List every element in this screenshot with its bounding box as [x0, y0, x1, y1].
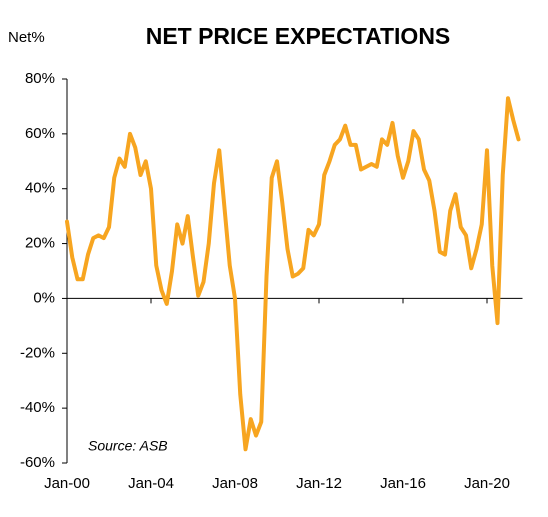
x-tick-label: Jan-08: [212, 475, 258, 492]
y-tick-label: -40%: [20, 399, 55, 416]
x-tick-label: Jan-12: [296, 475, 342, 492]
x-tick-label: Jan-04: [128, 475, 174, 492]
y-tick-label: 40%: [25, 180, 55, 197]
x-tick-label: Jan-00: [44, 475, 90, 492]
y-axis-label: Net%: [8, 29, 45, 46]
chart-title: NET PRICE EXPECTATIONS: [146, 23, 451, 49]
y-tick-label: -20%: [20, 344, 55, 361]
data-line: [65, 96, 521, 452]
y-tick-label: 0%: [33, 289, 55, 306]
y-tick-label: 20%: [25, 235, 55, 252]
y-tick-label: 80%: [25, 70, 55, 87]
source-note: Source: ASB: [88, 438, 168, 454]
x-tick-label: Jan-16: [380, 475, 426, 492]
y-tick-label: 60%: [25, 125, 55, 142]
x-tick-label: Jan-20: [464, 475, 510, 492]
y-tick-label: -60%: [20, 454, 55, 471]
